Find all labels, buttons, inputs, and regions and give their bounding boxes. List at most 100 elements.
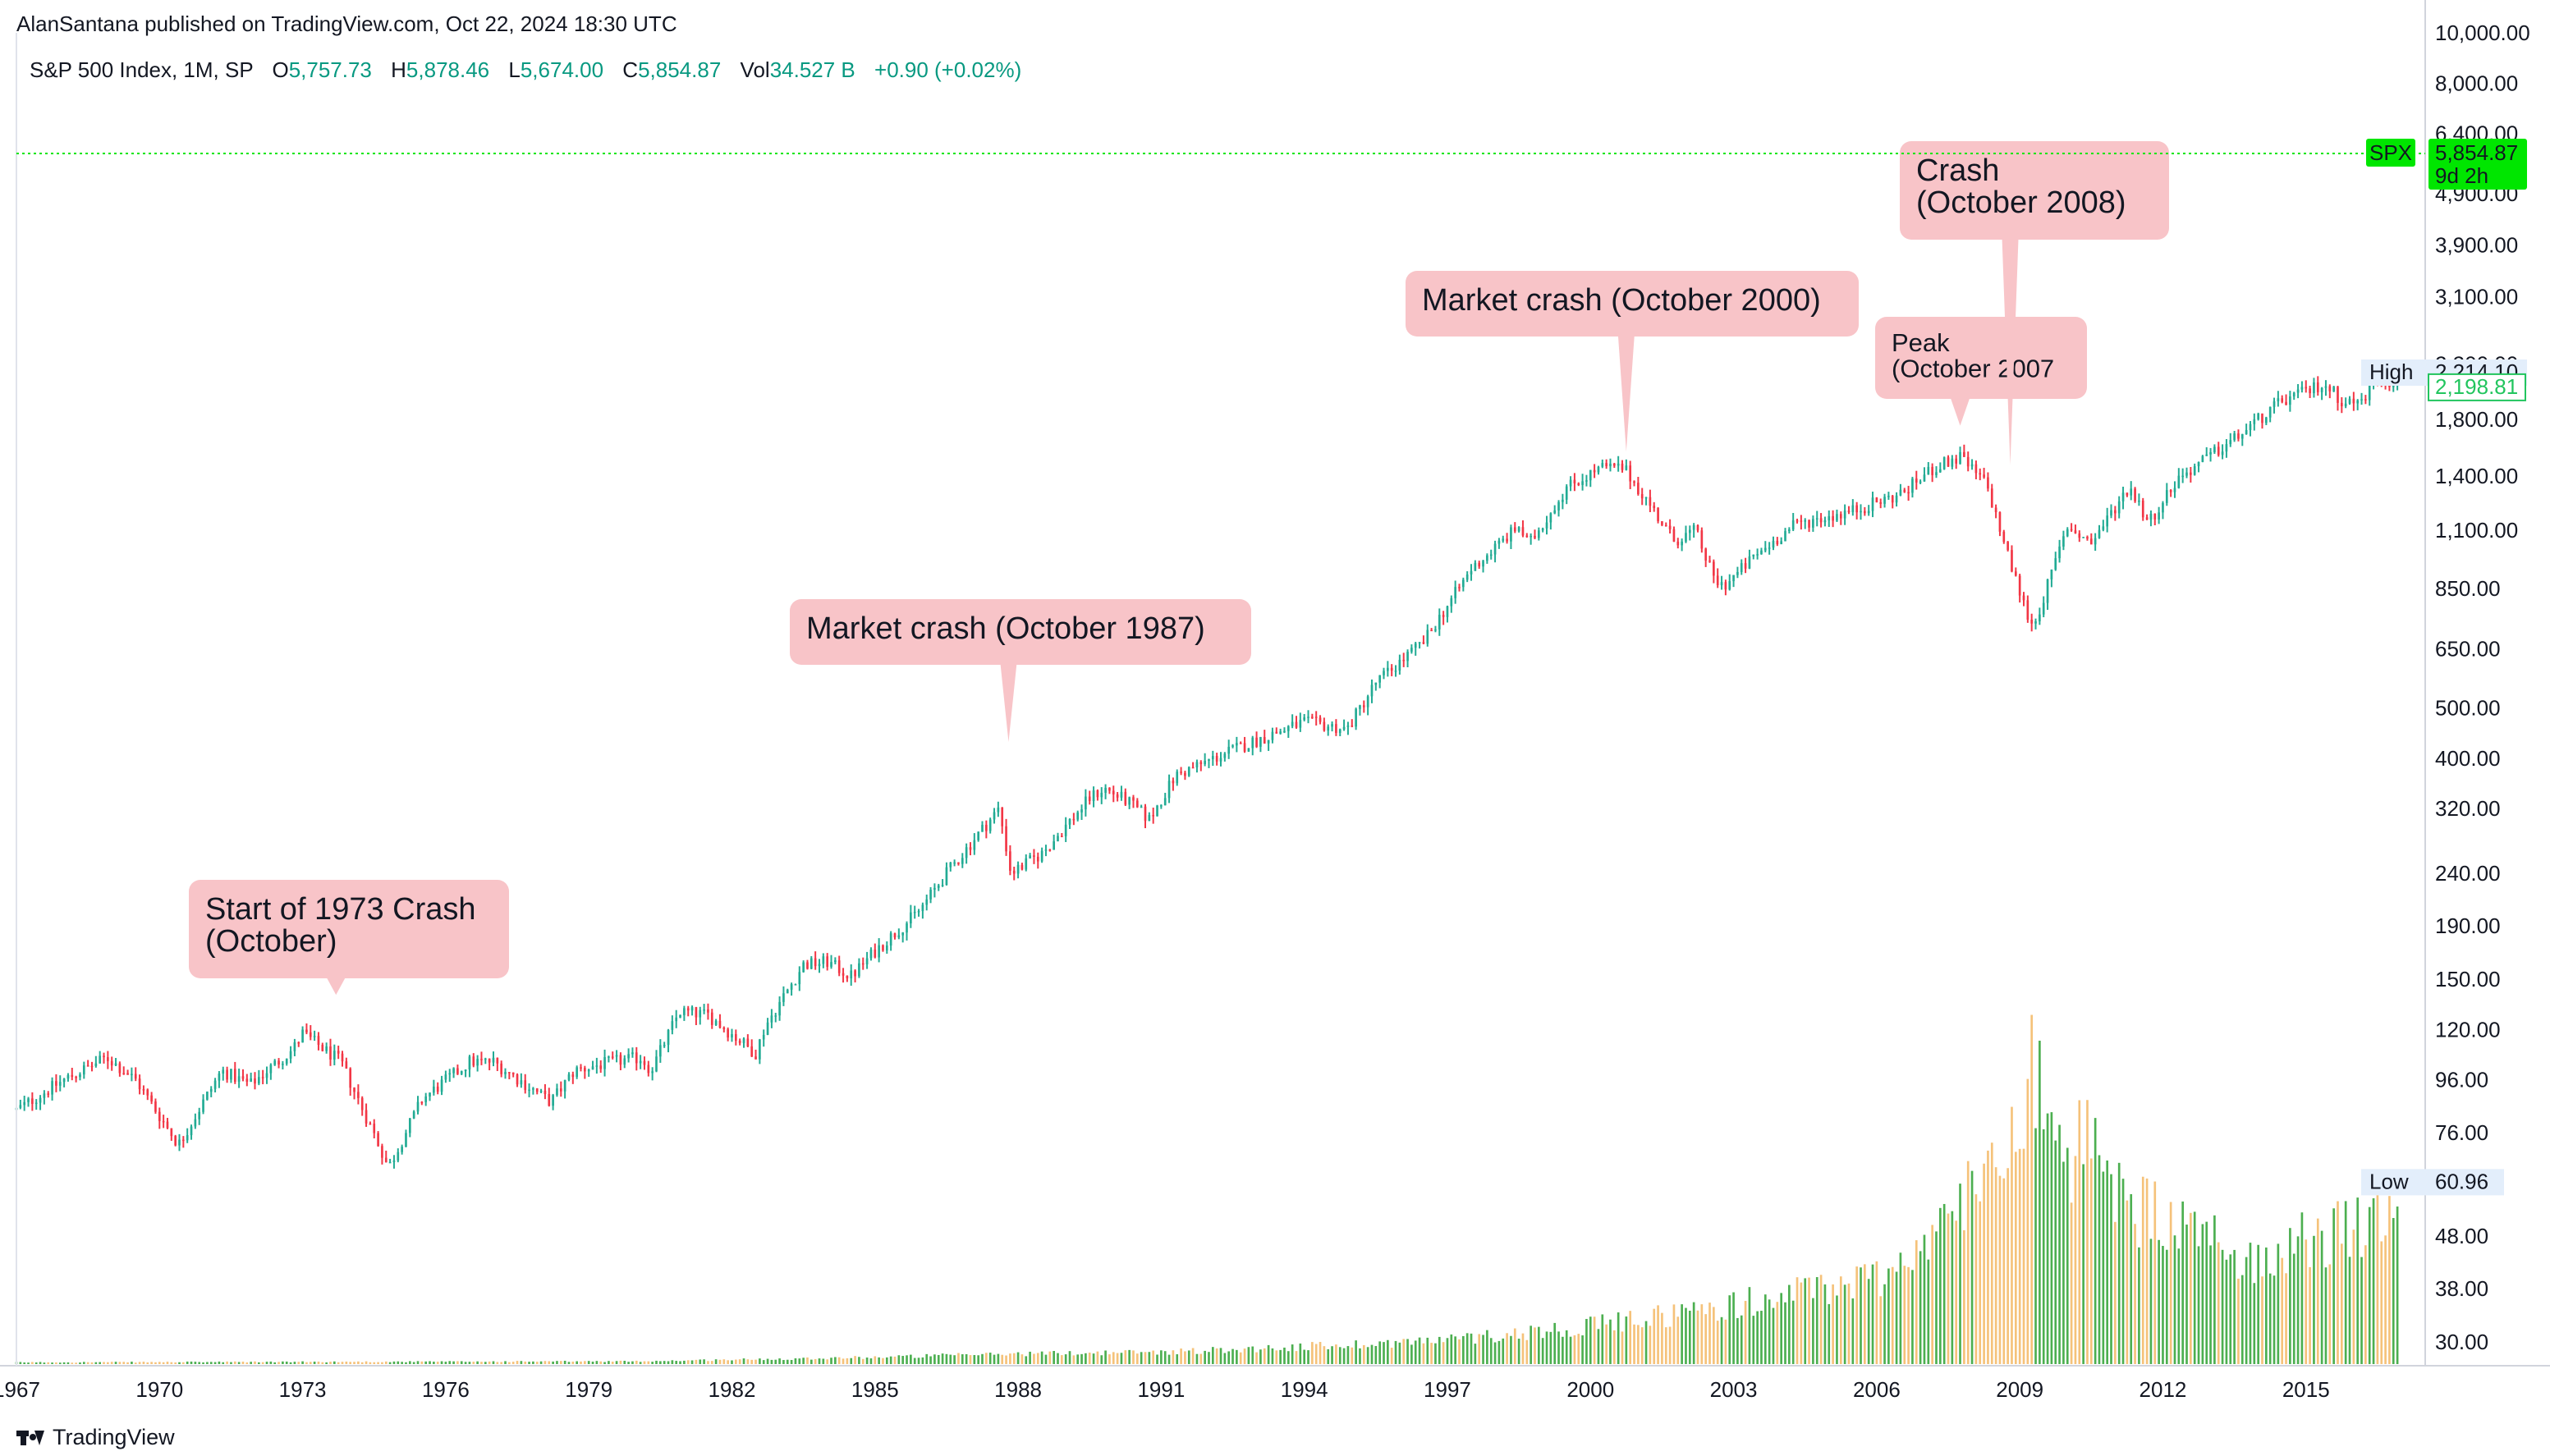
volume-bar (99, 1362, 102, 1364)
volume-bar (1959, 1184, 1961, 1364)
candle-body (563, 1079, 566, 1092)
volume-bar (1076, 1354, 1080, 1364)
time-tick-label: 1970 (135, 1377, 183, 1402)
volume-bar (2352, 1229, 2355, 1364)
tradingview-logo[interactable]: TradingView (16, 1425, 175, 1450)
candle-body (1295, 721, 1298, 728)
candle-body (786, 989, 789, 994)
candle-body (401, 1147, 403, 1152)
annotation-callout[interactable]: Crash(October 2008) (1900, 141, 2169, 465)
candle-body (51, 1081, 53, 1095)
candle-body (1144, 806, 1147, 822)
volume-bar (1267, 1344, 1270, 1364)
volume-bar (1005, 1355, 1007, 1364)
volume-bar (34, 1362, 38, 1364)
candle-body (2237, 433, 2240, 439)
volume-bar (2277, 1243, 2280, 1364)
candle-body (245, 1078, 249, 1082)
annotation-callout[interactable]: Market crash (October 1987) (790, 599, 1251, 742)
volume-bar (2257, 1244, 2259, 1364)
candle-body (1104, 787, 1107, 793)
volume-bar (1394, 1340, 1397, 1364)
volume-bar (865, 1358, 869, 1364)
volume-bar (1362, 1344, 1365, 1364)
volume-bar (174, 1362, 177, 1364)
annotation-callout[interactable]: Peak(October 2007 (1875, 317, 2087, 426)
candle-body (1184, 772, 1186, 776)
candle-body (1573, 479, 1576, 484)
candle-body (945, 867, 948, 886)
volume-bar (1331, 1346, 1333, 1364)
volume-bar (178, 1362, 181, 1364)
volume-bar (571, 1361, 575, 1364)
candle-body (134, 1074, 137, 1079)
volume-bar (790, 1359, 793, 1364)
volume-bar (703, 1359, 705, 1364)
candle-body (241, 1076, 245, 1079)
volume-bar (2014, 1152, 2017, 1364)
volume-bar (1064, 1354, 1067, 1364)
candle-body (643, 1060, 646, 1065)
volume-bar (2364, 1245, 2367, 1364)
volume-bar (1784, 1302, 1786, 1364)
candle-body (1223, 753, 1227, 758)
volume-bar (2130, 1194, 2133, 1364)
candle-body (511, 1072, 515, 1075)
candle-body (2145, 517, 2149, 520)
volume-bar (1760, 1311, 1763, 1364)
high-label: H (391, 57, 406, 82)
candle-body (925, 899, 929, 905)
candle-body (997, 807, 1000, 813)
candle-body (285, 1058, 288, 1065)
volume-bar (1963, 1229, 1965, 1364)
volume-bar (436, 1362, 439, 1364)
candle-body (889, 933, 892, 946)
volume-bar (603, 1362, 606, 1364)
volume-bar (667, 1361, 670, 1364)
volume-bar (1704, 1314, 1708, 1364)
annotation-callout[interactable]: Start of 1973 Crash(October) (189, 880, 509, 996)
spx-tag: SPX (2369, 140, 2412, 165)
price-tick-label: 120.00 (2435, 1017, 2501, 1042)
candle-body (1012, 870, 1016, 874)
candle-body (1076, 812, 1080, 820)
candle-body (75, 1077, 77, 1078)
volume-bar (1768, 1299, 1771, 1364)
candle-body (1085, 796, 1087, 810)
candle-body (233, 1069, 236, 1082)
volume-bar (1135, 1353, 1139, 1364)
volume-bar (1092, 1353, 1095, 1364)
symbol-name[interactable]: S&P 500 Index, 1M, SP (30, 57, 254, 82)
candle-body (834, 960, 837, 963)
candle-body (1135, 800, 1139, 808)
volume-bar (1239, 1352, 1242, 1364)
volume-bar (142, 1362, 145, 1364)
candle-body (2328, 386, 2332, 391)
spx-price-box[interactable] (2428, 138, 2527, 190)
volume-bar (921, 1357, 924, 1364)
candle-body (58, 1082, 62, 1086)
candle-body (1458, 587, 1461, 588)
annotation-callout[interactable]: Market crash (October 2000) (1406, 271, 1859, 452)
volume-bar (686, 1360, 690, 1364)
annotation-pointer (1000, 663, 1017, 742)
volume-bar (333, 1361, 336, 1364)
annotation-text: Market crash (October 2000) (1422, 283, 1821, 318)
volume-bar (559, 1361, 562, 1364)
high-marker-label: High (2369, 359, 2413, 384)
candle-body (1167, 781, 1171, 799)
low-value: 5,674.00 (520, 57, 604, 82)
candle-body (1342, 726, 1346, 730)
volume-bar (1612, 1330, 1616, 1364)
volume-bar (1319, 1342, 1322, 1364)
candle-body (2177, 475, 2181, 488)
candle-body (1963, 451, 1965, 457)
volume-bar (62, 1362, 66, 1364)
volume-bar (580, 1361, 582, 1364)
volume-bar (1426, 1337, 1429, 1364)
volume-bar (2281, 1257, 2284, 1364)
candle-body (209, 1088, 213, 1092)
volume-bar (1601, 1314, 1604, 1364)
candle-body (1534, 535, 1536, 538)
